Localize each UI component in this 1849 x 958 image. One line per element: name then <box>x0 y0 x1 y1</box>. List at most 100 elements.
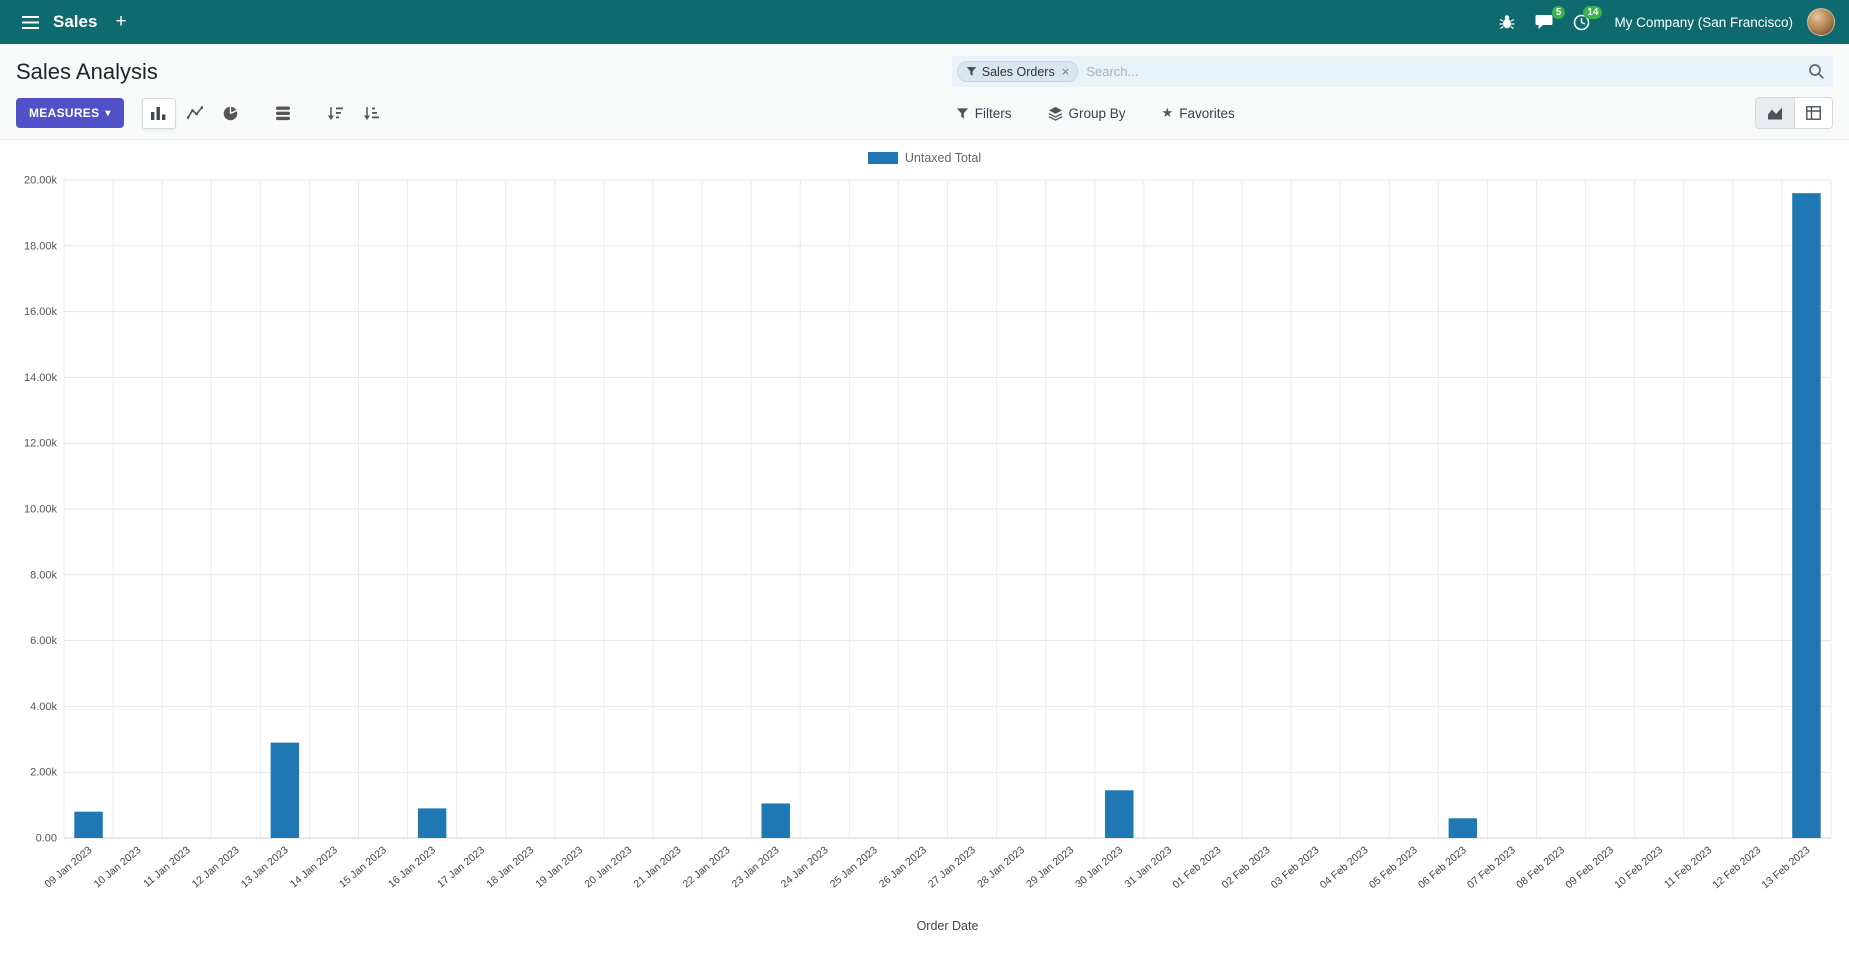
x-tick-label: 10 Feb 2023 <box>1612 844 1665 891</box>
bar-13 Feb 2023[interactable] <box>1792 193 1821 838</box>
group-by-button[interactable]: Group By <box>1044 100 1130 127</box>
x-tick-label: 09 Feb 2023 <box>1563 844 1616 891</box>
x-tick-label: 03 Feb 2023 <box>1269 844 1322 891</box>
x-tick-label: 12 Jan 2023 <box>190 844 242 890</box>
graph-view: Untaxed Total 0.00 2.00k 4.00k 6.00k 8.00k 10… <box>0 140 1849 943</box>
x-tick-label: 02 Feb 2023 <box>1220 844 1273 891</box>
x-tick-label: 31 Jan 2023 <box>1122 844 1174 890</box>
measures-button[interactable]: MEASURES ▾ <box>16 98 124 128</box>
search-icon[interactable] <box>1808 63 1825 80</box>
bar-13 Jan 2023[interactable] <box>270 742 300 838</box>
x-tick-label: 11 Feb 2023 <box>1662 844 1714 891</box>
x-tick-label: 26 Jan 2023 <box>877 844 929 890</box>
clock-icon <box>1574 14 1590 30</box>
search-input[interactable] <box>1078 64 1808 79</box>
company-switcher[interactable]: My Company (San Francisco) <box>1614 14 1793 30</box>
search-facet-sales-orders[interactable]: Sales Orders × <box>956 61 1079 82</box>
messages-button[interactable]: 5 <box>1527 6 1566 36</box>
user-avatar[interactable] <box>1807 8 1835 36</box>
x-tick-label: 25 Jan 2023 <box>828 844 880 890</box>
navbar-left: Sales + <box>14 9 135 35</box>
layers-icon <box>1048 106 1062 121</box>
x-tick-label: 21 Jan 2023 <box>631 844 683 890</box>
plus-icon: + <box>115 11 127 32</box>
x-tick-label: 22 Jan 2023 <box>681 844 733 890</box>
x-tick-label: 11 Jan 2023 <box>141 844 193 890</box>
new-window-button[interactable]: + <box>107 9 134 35</box>
y-tick-label: 18.00k <box>24 240 58 252</box>
view-controls: MEASURES ▾ <box>16 97 952 129</box>
activities-badge: 14 <box>1583 5 1603 19</box>
search-bar[interactable]: Sales Orders × <box>951 56 1833 87</box>
bar-23 Jan 2023[interactable] <box>761 803 790 838</box>
bar-06 Feb 2023[interactable] <box>1448 818 1478 838</box>
star-icon: ★ <box>1161 105 1174 120</box>
x-tick-label: 10 Jan 2023 <box>92 844 144 890</box>
x-tick-label: 14 Jan 2023 <box>288 844 340 890</box>
bug-icon <box>1499 15 1515 29</box>
y-tick-label: 6.00k <box>30 635 57 647</box>
legend-color-box <box>867 152 898 164</box>
y-tick-label: 2.00k <box>30 767 57 779</box>
filter-icon <box>966 67 976 76</box>
x-tick-label: 28 Jan 2023 <box>975 844 1027 890</box>
debug-button[interactable] <box>1491 8 1523 36</box>
app-name[interactable]: Sales <box>53 12 98 31</box>
x-tick-label: 23 Jan 2023 <box>730 844 782 890</box>
y-tick-label: 14.00k <box>24 372 58 384</box>
x-tick-label: 13 Feb 2023 <box>1760 844 1813 891</box>
sort-ascending-button[interactable] <box>354 98 388 129</box>
bar-30 Jan 2023[interactable] <box>1105 790 1134 838</box>
sort-ascending-icon <box>363 106 379 120</box>
bar-chart-type-button[interactable] <box>141 97 176 129</box>
caret-down-icon: ▾ <box>105 107 111 119</box>
x-tick-label: 09 Jan 2023 <box>42 844 94 890</box>
graph-view-button[interactable] <box>1756 98 1794 128</box>
x-tick-label: 24 Jan 2023 <box>779 844 831 890</box>
chat-icon <box>1535 15 1553 29</box>
filters-button[interactable]: Filters <box>952 100 1016 127</box>
x-tick-label: 29 Jan 2023 <box>1024 844 1076 890</box>
x-tick-label: 07 Feb 2023 <box>1465 844 1518 891</box>
x-tick-label: 20 Jan 2023 <box>582 844 634 890</box>
y-tick-label: 0.00 <box>36 833 57 845</box>
area-chart-icon <box>1768 107 1782 120</box>
favorites-button[interactable]: ★ Favorites <box>1158 99 1239 127</box>
bar-09 Jan 2023[interactable] <box>74 811 103 838</box>
y-tick-label: 10.00k <box>24 504 58 516</box>
measures-label: MEASURES <box>29 106 100 120</box>
stacked-icon <box>275 106 290 120</box>
messages-badge: 5 <box>1551 6 1566 19</box>
page-title: Sales Analysis <box>16 58 158 84</box>
bar-chart-icon <box>151 107 166 120</box>
y-tick-label: 20.00k <box>24 175 58 187</box>
control-panel: Sales Analysis Sales Orders × MEASURES ▾ <box>0 44 1849 140</box>
y-tick-label: 16.00k <box>24 306 58 318</box>
group-by-label: Group By <box>1068 105 1126 121</box>
x-axis-title: Order Date <box>917 919 979 933</box>
menu-toggle-button[interactable] <box>14 10 47 35</box>
line-chart-icon <box>186 106 203 119</box>
pivot-view-button[interactable] <box>1794 98 1832 128</box>
line-chart-type-button[interactable] <box>178 98 212 129</box>
pie-chart-icon <box>223 106 238 120</box>
top-navbar: Sales + 5 <box>0 0 1849 44</box>
activities-button[interactable]: 14 <box>1565 5 1603 37</box>
x-tick-label: 15 Jan 2023 <box>337 844 389 890</box>
sort-descending-button[interactable] <box>318 98 352 129</box>
x-tick-label: 04 Feb 2023 <box>1318 844 1371 891</box>
bar-chart: 0.00 2.00k 4.00k 6.00k 8.00k 10.00k 12.00k 14.0… <box>24 175 1832 933</box>
facet-remove-icon[interactable]: × <box>1061 64 1070 79</box>
bar-16 Jan 2023[interactable] <box>417 808 447 838</box>
x-tick-label: 17 Jan 2023 <box>435 844 487 890</box>
stacked-toggle-button[interactable] <box>266 98 300 129</box>
filters-label: Filters <box>974 105 1012 121</box>
x-tick-label: 13 Jan 2023 <box>239 844 291 890</box>
x-tick-label: 08 Feb 2023 <box>1514 844 1567 891</box>
pie-chart-type-button[interactable] <box>214 98 248 129</box>
x-tick-label: 01 Feb 2023 <box>1171 844 1224 891</box>
search-options: Filters Group By ★ Favorites <box>952 97 1833 129</box>
chart-legend[interactable]: Untaxed Total <box>8 146 1841 170</box>
y-tick-label: 8.00k <box>30 569 57 581</box>
x-tick-label: 27 Jan 2023 <box>926 844 978 890</box>
